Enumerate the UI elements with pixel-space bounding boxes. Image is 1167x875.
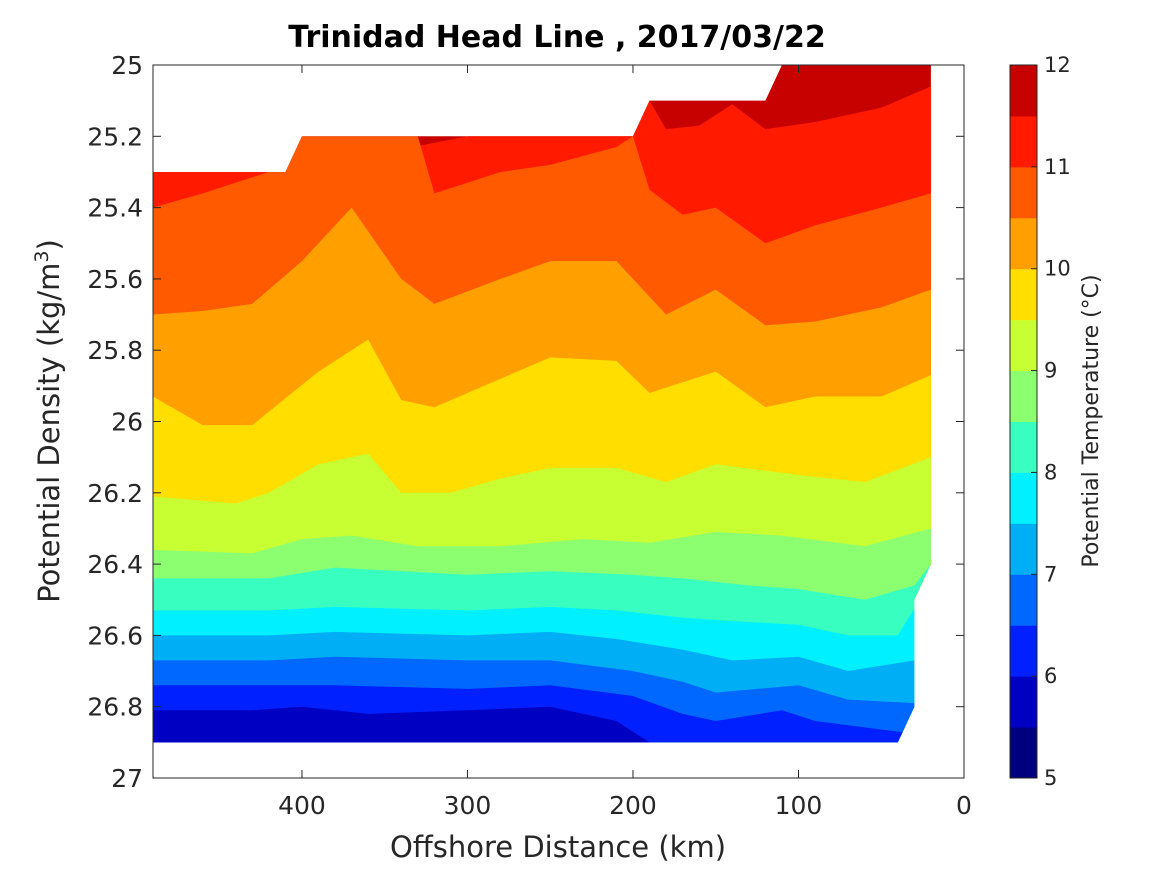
colorbar-swatch (1010, 166, 1037, 219)
colorbar-swatch (1010, 268, 1037, 321)
x-tick-label: 0 (956, 791, 972, 820)
chart-title: Trinidad Head Line , 2017/03/22 (288, 20, 825, 55)
colorbar-tick-label: 10 (1044, 257, 1071, 281)
colorbar-tick-label: 11 (1044, 155, 1071, 179)
x-tick-label: 100 (775, 791, 823, 820)
y-tick-label: 26.2 (87, 479, 143, 508)
colorbar: 5 6 7 9 10 11 12 8 (1010, 53, 1071, 790)
x-tick-label: 300 (444, 791, 492, 820)
y-tick-label: 26.8 (87, 693, 143, 722)
y-tick-label: 27 (111, 764, 143, 793)
y-tick-label: 25.2 (87, 122, 143, 151)
y-axis-label-prefix: Potential Density (kg/m (32, 263, 66, 603)
colorbar-label: Potential Temperature (°C) (1079, 274, 1104, 567)
x-axis: 400 300 200 100 0 (278, 65, 972, 820)
y-axis-label-suffix: ) (32, 239, 66, 250)
y-axis-label: Potential Density (kg/m3) (31, 239, 66, 603)
y-axis-label-sup: 3 (31, 250, 53, 262)
colorbar-swatch (1010, 574, 1037, 626)
colorbar-swatch (1010, 115, 1037, 168)
y-tick-label: 25.4 (87, 194, 143, 223)
colorbar-swatch (1010, 727, 1037, 779)
x-axis-label: Offshore Distance (km) (390, 830, 726, 864)
colorbar-swatch (1010, 217, 1037, 270)
contour-band (153, 706, 931, 743)
colorbar-swatch (1010, 472, 1037, 524)
colorbar-swatch (1010, 65, 1037, 117)
y-tick-label: 25.6 (87, 265, 143, 294)
y-tick-label: 26.4 (87, 550, 143, 579)
y-tick-label: 26 (111, 408, 143, 437)
y-tick-label: 26.6 (87, 621, 143, 650)
colorbar-swatch (1010, 319, 1037, 372)
colorbar-tick-label: 6 (1044, 664, 1057, 688)
colorbar-tick-label: 7 (1044, 562, 1057, 586)
colorbar-tick-label: 5 (1044, 766, 1057, 790)
colorbar-tick-label: 12 (1044, 53, 1071, 77)
contour-fills (153, 65, 931, 743)
colorbar-frame (1009, 64, 1038, 779)
colorbar-swatch (1010, 625, 1037, 677)
y-tick-label: 25.8 (87, 336, 143, 365)
colorbar-tick-label: 9 (1044, 359, 1057, 383)
colorbar-tick-label: 8 (1044, 460, 1057, 484)
y-tick-label: 25 (111, 51, 143, 80)
colorbar-swatch (1010, 370, 1037, 422)
x-tick-label: 400 (278, 791, 326, 820)
colorbar-swatch (1010, 676, 1037, 728)
colorbar-swatch (1010, 523, 1037, 575)
y-axis: 25 25.2 25.4 25.6 25.8 26 26.2 26.4 26.6 26.8 27 (87, 51, 964, 793)
x-tick-label: 200 (609, 791, 657, 820)
colorbar-swatch (1010, 421, 1037, 473)
